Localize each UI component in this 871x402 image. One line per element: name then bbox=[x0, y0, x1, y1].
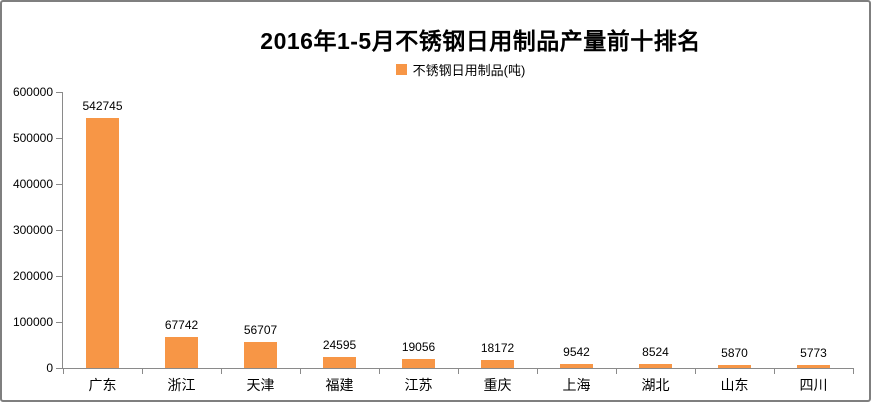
y-axis-tick-mark bbox=[56, 184, 63, 185]
x-axis-tick-mark bbox=[379, 368, 380, 374]
bar bbox=[639, 364, 672, 368]
x-category-label: 四川 bbox=[799, 377, 828, 393]
plot-area: 0 100000 200000 300000 400000 500000 600000 542… bbox=[13, 85, 854, 393]
legend-swatch bbox=[395, 64, 407, 75]
bar bbox=[797, 365, 830, 368]
x-axis-tick-mark bbox=[695, 368, 696, 374]
x-category-label: 浙江 bbox=[167, 377, 196, 393]
y-axis-tick-mark bbox=[56, 322, 63, 323]
x-axis-tick-mark bbox=[63, 368, 64, 374]
legend-label: 不锈钢日用制品(吨) bbox=[412, 63, 526, 78]
x-axis-tick-mark bbox=[537, 368, 538, 374]
x-axis-tick-mark bbox=[774, 368, 775, 374]
bar-value-label: 19056 bbox=[401, 340, 436, 354]
bar bbox=[718, 365, 751, 368]
x-category-label: 广东 bbox=[88, 377, 117, 393]
y-axis-tick-label: 500000 bbox=[12, 131, 53, 145]
y-axis-tick-mark bbox=[56, 138, 63, 139]
x-axis-tick-mark bbox=[221, 368, 222, 374]
bar-value-label: 24595 bbox=[322, 338, 357, 352]
bar-value-label: 542745 bbox=[82, 99, 123, 113]
bar-value-label: 67742 bbox=[164, 318, 199, 332]
y-axis-tick-mark bbox=[56, 230, 63, 231]
bar bbox=[86, 118, 119, 368]
bar bbox=[481, 360, 514, 368]
y-axis-tick-mark bbox=[56, 368, 63, 369]
bar bbox=[165, 337, 198, 368]
bar-value-label: 56707 bbox=[243, 323, 278, 337]
x-category-label: 山东 bbox=[720, 377, 749, 393]
bar bbox=[560, 364, 593, 368]
x-axis-tick-mark bbox=[142, 368, 143, 374]
x-axis-tick-mark bbox=[616, 368, 617, 374]
legend: 不锈钢日用制品(吨) bbox=[52, 60, 869, 79]
x-category-label: 重庆 bbox=[483, 377, 512, 393]
bar-value-label: 5870 bbox=[721, 346, 748, 360]
bar-value-label: 18172 bbox=[480, 341, 515, 355]
y-axis-tick-label: 600000 bbox=[12, 85, 53, 99]
y-axis-tick-mark bbox=[56, 92, 63, 93]
bar bbox=[402, 359, 435, 368]
bar-value-label: 5773 bbox=[800, 346, 827, 360]
x-category-label: 江苏 bbox=[404, 377, 433, 393]
x-axis-tick-mark bbox=[300, 368, 301, 374]
y-axis-tick-mark bbox=[56, 276, 63, 277]
bar bbox=[244, 342, 277, 368]
bar-value-label: 9542 bbox=[563, 345, 590, 359]
y-axis-tick-label: 200000 bbox=[12, 269, 53, 283]
x-category-label: 福建 bbox=[325, 377, 354, 393]
y-axis-tick-label: 300000 bbox=[12, 223, 53, 237]
bar-value-label: 8524 bbox=[642, 345, 669, 359]
bar bbox=[323, 357, 356, 368]
chart-title: 2016年1-5月不锈钢日用制品产量前十排名 bbox=[260, 28, 701, 54]
x-category-label: 天津 bbox=[246, 377, 275, 393]
x-category-label: 湖北 bbox=[641, 377, 670, 393]
x-axis-tick-mark bbox=[458, 368, 459, 374]
x-axis-tick-mark bbox=[853, 368, 854, 374]
x-category-label: 上海 bbox=[562, 377, 591, 393]
y-axis-tick-label: 100000 bbox=[12, 315, 53, 329]
y-axis-tick-label: 400000 bbox=[12, 177, 53, 191]
y-axis-tick-label: 0 bbox=[46, 361, 53, 375]
